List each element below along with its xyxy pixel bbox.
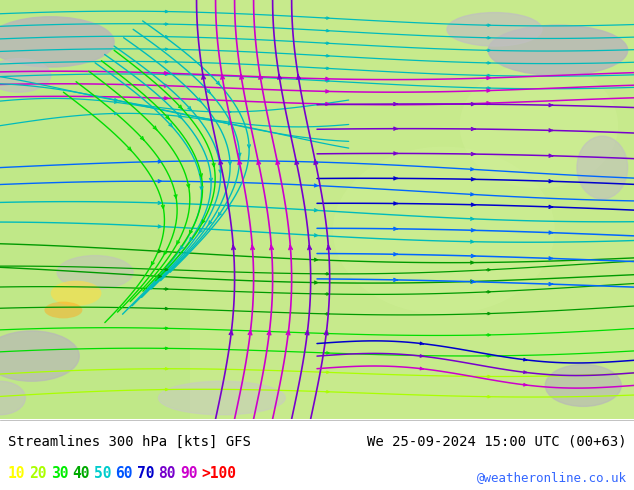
Bar xyxy=(190,0,634,419)
Ellipse shape xyxy=(51,281,101,306)
Text: 30: 30 xyxy=(51,466,68,482)
Text: 20: 20 xyxy=(29,466,47,482)
Text: 60: 60 xyxy=(115,466,133,482)
Text: 70: 70 xyxy=(137,466,155,482)
Ellipse shape xyxy=(158,381,285,415)
Ellipse shape xyxy=(0,59,51,92)
Ellipse shape xyxy=(577,136,628,199)
Ellipse shape xyxy=(545,365,621,406)
Ellipse shape xyxy=(460,63,618,189)
Ellipse shape xyxy=(447,13,542,46)
Text: 40: 40 xyxy=(72,466,90,482)
Ellipse shape xyxy=(0,331,79,381)
Ellipse shape xyxy=(57,256,133,289)
Text: @weatheronline.co.uk: @weatheronline.co.uk xyxy=(476,471,626,484)
Text: We 25-09-2024 15:00 UTC (00+63): We 25-09-2024 15:00 UTC (00+63) xyxy=(366,435,626,448)
Text: 90: 90 xyxy=(180,466,198,482)
Text: 50: 50 xyxy=(94,466,112,482)
Ellipse shape xyxy=(0,17,114,67)
Text: 80: 80 xyxy=(158,466,176,482)
Text: Streamlines 300 hPa [kts] GFS: Streamlines 300 hPa [kts] GFS xyxy=(8,435,250,448)
Ellipse shape xyxy=(333,147,555,314)
Ellipse shape xyxy=(44,302,82,318)
Text: >100: >100 xyxy=(202,466,236,482)
Ellipse shape xyxy=(488,25,628,75)
Ellipse shape xyxy=(0,381,25,415)
Text: 10: 10 xyxy=(8,466,25,482)
